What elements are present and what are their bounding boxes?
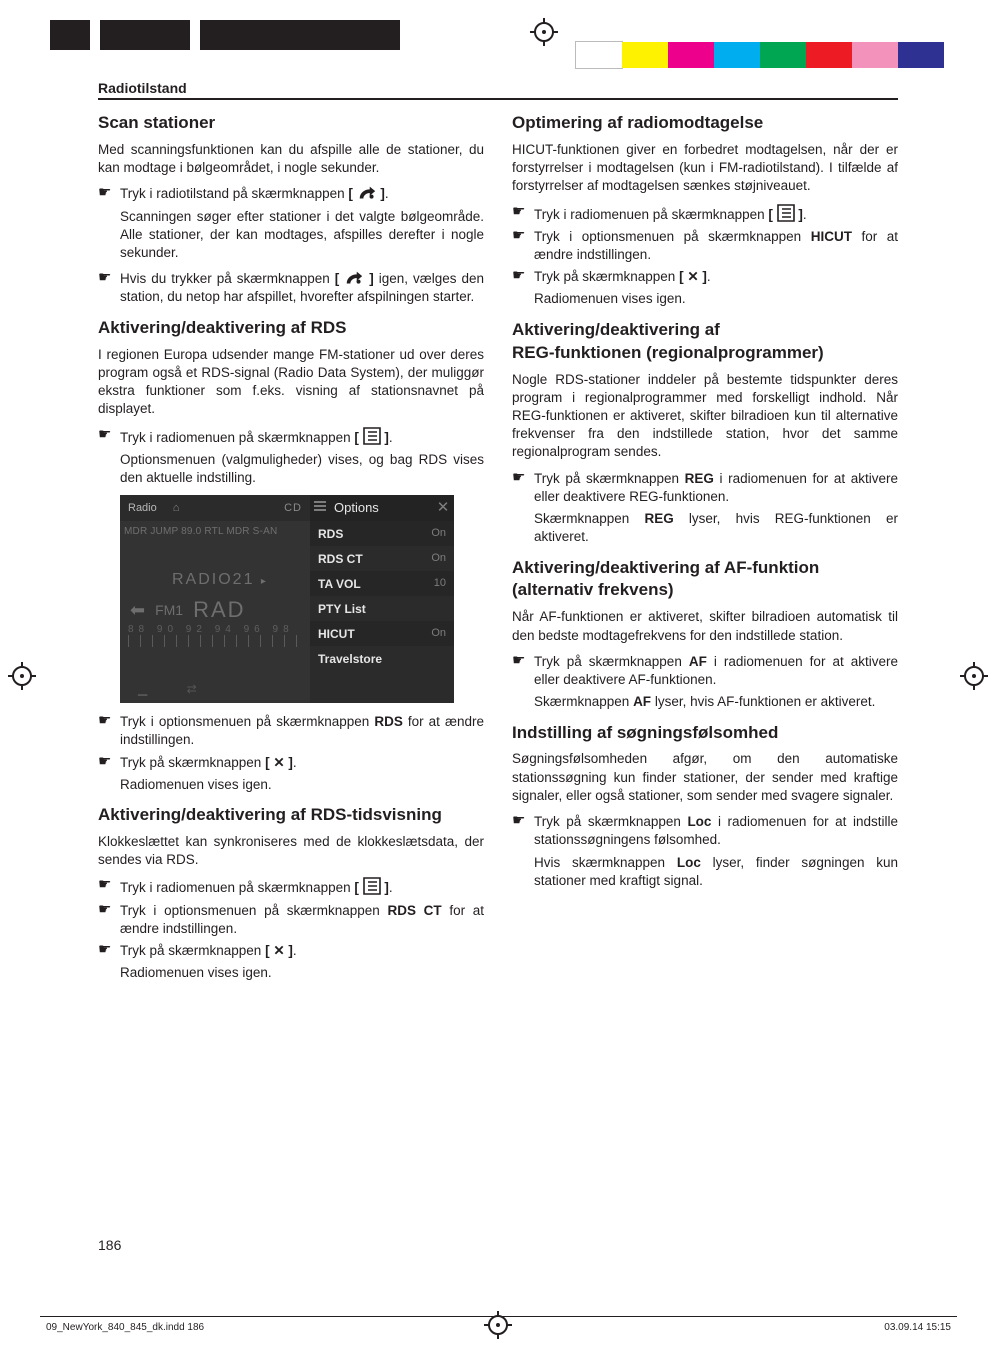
- hand-icon: ☛: [98, 942, 120, 960]
- tab-cd: CD: [276, 501, 310, 516]
- heading-rds: Aktivering/deaktivering af RDS: [98, 317, 484, 340]
- step: ☛ Tryk på skærmknappen [ ✕ ].: [98, 754, 484, 772]
- para: Søgningsfølsomheden afgør, om den automa…: [512, 750, 898, 805]
- menu-icon: [310, 500, 330, 516]
- scan-icon: [357, 185, 377, 201]
- step-result: Skærmknappen AF lyser, hvis AF-funktione…: [534, 693, 898, 711]
- step-text: Tryk i optionsmenuen på skærmknappen RDS…: [120, 713, 484, 749]
- left-column: Scan stationer Med scanningsfunktionen k…: [98, 112, 484, 991]
- hand-icon: ☛: [98, 754, 120, 772]
- x-icon: ✕: [687, 269, 698, 284]
- hand-icon: ☛: [512, 653, 534, 689]
- hand-icon: ☛: [98, 270, 120, 306]
- hand-icon: ☛: [98, 185, 120, 203]
- heading-reg: Aktivering/deaktivering afREG-funktionen…: [512, 319, 898, 365]
- hand-icon: ☛: [512, 470, 534, 506]
- footer-right: 03.09.14 15:15: [884, 1322, 951, 1333]
- menu-icon: [777, 204, 795, 222]
- step-result: Hvis skærmknappen Loc lyser, finder søgn…: [534, 854, 898, 890]
- step-text: Hvis du trykker på skærmknappen [ ] igen…: [120, 270, 484, 306]
- step-text: Tryk på skærmknappen [ ✕ ].: [120, 754, 484, 772]
- options-row: PTY List: [310, 596, 454, 621]
- step-text: Tryk i radiotilstand på skærmknappen [ ]…: [120, 185, 484, 203]
- back-icon: ⬅: [130, 598, 145, 622]
- step-result: Radiomenuen vises igen.: [120, 964, 484, 982]
- hand-icon: ☛: [98, 427, 120, 447]
- printer-top-strip: [0, 20, 997, 50]
- station-name: RADIO21 ▸: [172, 569, 268, 591]
- preset-row: MDR JUMP 89.0 RTL MDR S-AN: [124, 525, 277, 539]
- registration-mark-left: [8, 662, 36, 690]
- rad-fragment: RAD: [193, 595, 245, 625]
- options-row: HICUTOn: [310, 621, 454, 646]
- page-number: 186: [98, 1237, 121, 1253]
- hand-icon: ☛: [512, 204, 534, 224]
- step: ☛ Tryk i optionsmenuen på skærmknappen R…: [98, 713, 484, 749]
- hand-icon: ☛: [98, 902, 120, 938]
- para: Når AF-funktionen er aktiveret, skifter …: [512, 608, 898, 644]
- home-icon: ⌂: [165, 501, 188, 516]
- heading-opt: Optimering af radiomodtagelse: [512, 112, 898, 135]
- options-row: RDS CTOn: [310, 546, 454, 571]
- para: Klokkeslættet kan synkroniseres med de k…: [98, 833, 484, 869]
- step: ☛ Hvis du trykker på skærmknappen [ ] ig…: [98, 270, 484, 306]
- hand-icon: ☛: [98, 877, 120, 897]
- hand-icon: ☛: [512, 813, 534, 849]
- options-title: Options: [330, 499, 432, 517]
- hand-icon: ☛: [98, 713, 120, 749]
- x-icon: ✕: [273, 755, 284, 770]
- para: Med scanningsfunktionen kan du afspille …: [98, 141, 484, 177]
- footer-left: 09_NewYork_840_845_dk.indd 186: [46, 1322, 204, 1333]
- hand-icon: ☛: [512, 228, 534, 264]
- heading-af: Aktivering/deaktivering af AF-funktion(a…: [512, 557, 898, 603]
- step: ☛ Tryk i optionsmenuen på skærmknappen R…: [98, 902, 484, 938]
- para: I regionen Europa udsender mange FM-stat…: [98, 346, 484, 419]
- section-label: Radiotilstand: [98, 80, 898, 100]
- scan-icon: [344, 270, 364, 286]
- right-column: Optimering af radiomodtagelse HICUT-funk…: [512, 112, 898, 991]
- para: HICUT-funktionen giver en forbedret modt…: [512, 141, 898, 196]
- options-header: Options ✕: [310, 495, 454, 521]
- heading-rds-time: Aktivering/deaktivering af RDS-tidsvisni…: [98, 804, 484, 827]
- tab-radio: Radio: [120, 501, 165, 516]
- menu-icon: [363, 427, 381, 445]
- heading-scan: Scan stationer: [98, 112, 484, 135]
- step-result: Scanningen søger efter stationer i det v…: [120, 208, 484, 263]
- band-label: FM1: [155, 601, 183, 620]
- heading-sens: Indstilling af søgningsfølsomhed: [512, 722, 898, 745]
- options-screenshot: Radio ⌂ CD MDR JUMP 89.0 RTL MDR S-AN RA…: [120, 495, 454, 703]
- step: ☛ Tryk i radiomenuen på skærmknappen [ ]…: [98, 877, 484, 897]
- step-result: Radiomenuen vises igen.: [120, 776, 484, 794]
- para: Nogle RDS-stationer inddeler på bestemte…: [512, 371, 898, 462]
- step-text: Tryk i radiomenuen på skærmknappen [ ].: [120, 427, 484, 447]
- options-row: RDSOn: [310, 521, 454, 546]
- options-row: TA VOL10: [310, 571, 454, 596]
- options-row: Travelstore: [310, 646, 454, 671]
- registration-mark-right: [960, 662, 988, 690]
- registration-mark-bottom: [484, 1311, 512, 1339]
- step-result: Radiomenuen vises igen.: [534, 290, 898, 308]
- step-result: Skærmknappen REG lyser, hvis REG-funktio…: [534, 510, 898, 546]
- registration-mark-top: [530, 18, 558, 46]
- step: ☛ Tryk i radiotilstand på skærmknappen […: [98, 185, 484, 203]
- hand-icon: ☛: [512, 268, 534, 286]
- step: ☛ Tryk på skærmknappen [ ✕ ].: [98, 942, 484, 960]
- step: ☛ Tryk i radiomenuen på skærmknappen [ ]…: [98, 427, 484, 447]
- bottom-icons: ▁ ⇄: [138, 681, 215, 697]
- menu-icon: [363, 877, 381, 895]
- close-icon: ✕: [432, 498, 454, 518]
- freq-ticks: [128, 635, 302, 647]
- step-result: Optionsmenuen (valgmuligheder) vises, og…: [120, 451, 484, 487]
- x-icon: ✕: [273, 943, 284, 958]
